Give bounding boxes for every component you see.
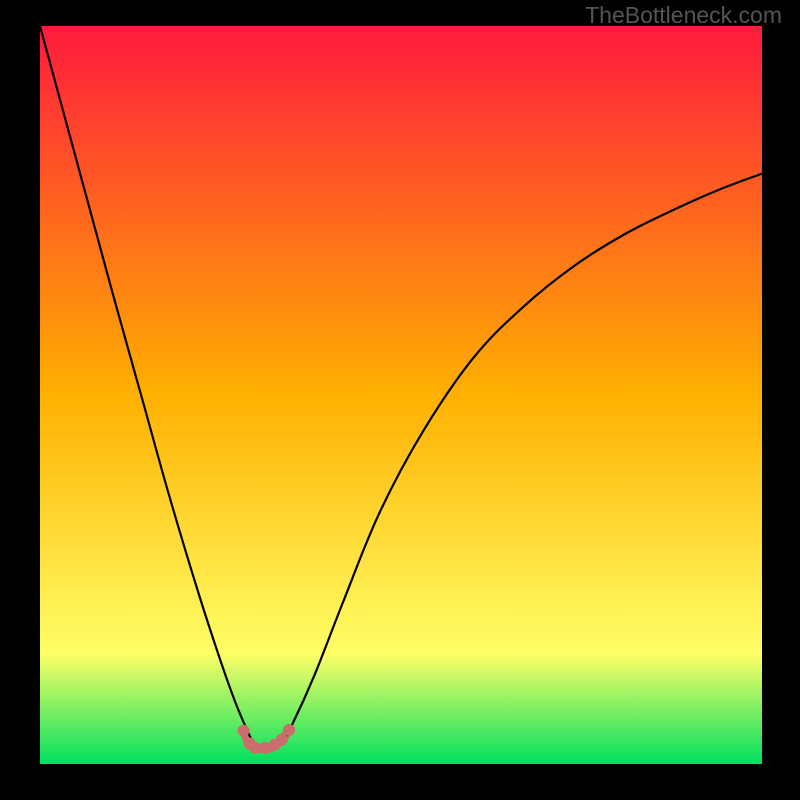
watermark-text: TheBottleneck.com xyxy=(585,2,782,29)
chart-stage: TheBottleneck.com xyxy=(0,0,800,800)
dip-marker-dot xyxy=(276,734,288,746)
dip-marker-dot xyxy=(283,724,295,736)
chart-svg xyxy=(0,0,800,800)
bottleneck-curve xyxy=(40,26,762,748)
dip-marker-dot xyxy=(238,725,250,737)
